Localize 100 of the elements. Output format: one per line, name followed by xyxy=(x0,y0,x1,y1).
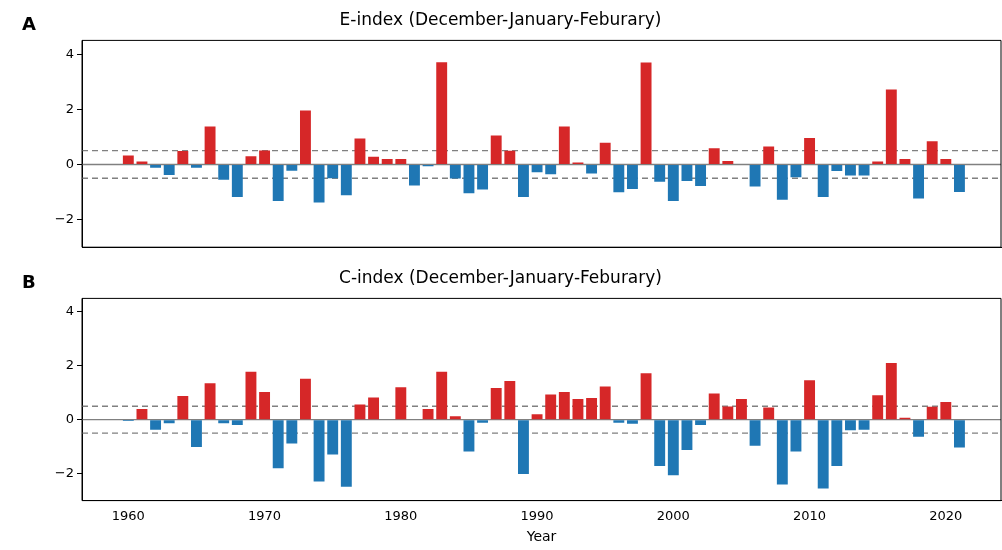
bar xyxy=(259,391,271,420)
bar xyxy=(926,141,938,164)
bar xyxy=(463,420,475,452)
bar xyxy=(953,420,965,448)
bar xyxy=(191,164,202,168)
bar xyxy=(817,164,829,198)
bar xyxy=(613,420,625,423)
bar xyxy=(640,373,652,420)
x-tick-label: 1990 xyxy=(520,507,554,523)
bar xyxy=(776,164,788,200)
bar xyxy=(245,156,257,164)
bar xyxy=(504,150,516,164)
bar xyxy=(913,164,925,199)
chart-title: C-index (December-January-Feburary) xyxy=(339,266,662,287)
bar xyxy=(667,164,679,201)
bar xyxy=(477,420,489,423)
bar xyxy=(627,164,638,190)
bar xyxy=(708,393,720,420)
bar xyxy=(640,62,652,164)
x-tick-label: 1970 xyxy=(248,507,282,523)
bar xyxy=(300,378,311,420)
bar xyxy=(736,398,747,420)
bar xyxy=(627,420,638,424)
bar xyxy=(804,380,816,420)
x-axis-title: Year xyxy=(525,528,557,545)
y-tick-label: 0 xyxy=(65,155,74,171)
bar xyxy=(763,146,775,164)
bar xyxy=(272,164,284,201)
y-tick-label: 2 xyxy=(65,357,74,373)
bar xyxy=(845,164,856,176)
bar xyxy=(422,408,434,420)
bar xyxy=(191,420,202,447)
bar xyxy=(177,396,189,420)
bar xyxy=(354,138,366,164)
bar xyxy=(327,164,339,179)
bar xyxy=(572,398,584,420)
bar xyxy=(558,391,570,420)
bar xyxy=(436,62,448,164)
bar xyxy=(940,401,952,420)
bar xyxy=(790,420,802,452)
bar xyxy=(218,420,230,424)
bar xyxy=(858,164,870,176)
bar xyxy=(490,387,502,420)
chart-title: E-index (December-January-Feburary) xyxy=(339,8,662,29)
bar xyxy=(368,156,380,164)
bar xyxy=(913,420,925,437)
y-tick-label: −2 xyxy=(54,211,74,226)
bar xyxy=(654,164,666,182)
bar xyxy=(259,150,271,164)
bar xyxy=(463,164,475,194)
bar xyxy=(681,164,693,182)
bar xyxy=(204,383,216,420)
bar xyxy=(313,164,325,203)
bar xyxy=(381,158,393,164)
bar xyxy=(122,155,134,164)
bar xyxy=(722,160,734,164)
bar xyxy=(545,164,557,175)
bar xyxy=(531,414,543,420)
bar xyxy=(204,126,216,164)
x-tick-label: 2000 xyxy=(656,507,690,523)
bar xyxy=(885,363,897,420)
bar xyxy=(518,420,529,474)
bar xyxy=(831,164,843,172)
bar xyxy=(804,138,816,164)
bar xyxy=(313,420,325,482)
bar xyxy=(477,164,489,190)
bar xyxy=(953,164,965,193)
bar xyxy=(504,380,516,420)
bar xyxy=(790,164,802,178)
bar xyxy=(722,406,734,420)
bar xyxy=(490,135,502,164)
bar xyxy=(695,420,707,426)
y-tick-label: 2 xyxy=(65,100,74,116)
bar xyxy=(599,386,611,420)
bar xyxy=(695,164,707,186)
x-tick-label: 2010 xyxy=(793,507,827,523)
bar xyxy=(340,164,352,196)
bar xyxy=(231,164,243,198)
bar xyxy=(150,164,162,168)
bar xyxy=(613,164,625,193)
bar xyxy=(272,420,284,469)
bar xyxy=(136,161,148,164)
y-tick-label: 0 xyxy=(65,411,74,427)
bar xyxy=(708,148,720,164)
bar xyxy=(177,150,189,164)
bar xyxy=(531,164,543,173)
bar xyxy=(872,161,884,164)
bar xyxy=(518,164,529,198)
bar xyxy=(749,164,761,187)
bar xyxy=(845,420,856,431)
bar xyxy=(150,420,162,430)
bar xyxy=(940,158,952,164)
bar xyxy=(340,420,352,487)
bar xyxy=(395,158,407,164)
bar xyxy=(409,164,420,186)
text: A xyxy=(22,12,36,34)
bar xyxy=(817,420,829,489)
y-tick-label: −2 xyxy=(54,465,74,481)
bar xyxy=(327,420,339,455)
bar xyxy=(763,407,775,420)
